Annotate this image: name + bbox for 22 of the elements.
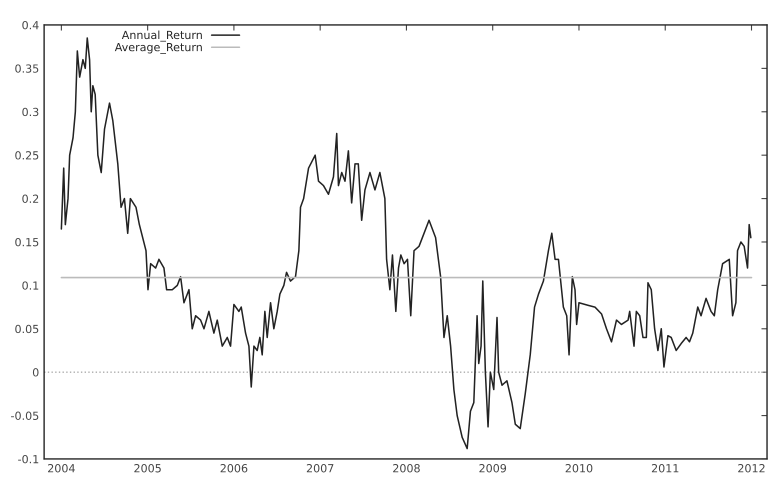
- y-tick-label: 0: [32, 368, 39, 377]
- x-tick-label: 2004: [48, 464, 75, 472]
- y-tick-label: 0.1: [22, 281, 38, 290]
- y-tick-label: 0.3: [22, 108, 38, 116]
- x-tick-label: 2007: [306, 464, 334, 472]
- x-tick-label: 2012: [738, 464, 765, 472]
- x-tick-label: 2008: [393, 464, 420, 472]
- y-tick-label: 0.35: [15, 64, 38, 73]
- y-tick-label: 0.25: [15, 151, 38, 160]
- x-tick-label: 2005: [134, 464, 161, 472]
- y-tick-label: 0.05: [15, 324, 38, 334]
- y-tick-label: -0.1: [18, 454, 38, 464]
- legend-label: Average_Return: [114, 43, 202, 54]
- x-tick-label: 2011: [652, 464, 678, 472]
- x-tick-label: 2009: [479, 464, 506, 472]
- x-tick-label: 2006: [220, 464, 248, 472]
- y-tick-label: -0.05: [11, 412, 38, 420]
- x-tick-label: 2010: [566, 464, 592, 472]
- y-tick-label: 0.15: [15, 238, 38, 246]
- legend-label: Annual_Return: [122, 30, 202, 42]
- y-tick-label: 0.2: [22, 194, 38, 203]
- y-tick-label: 0.4: [22, 20, 39, 30]
